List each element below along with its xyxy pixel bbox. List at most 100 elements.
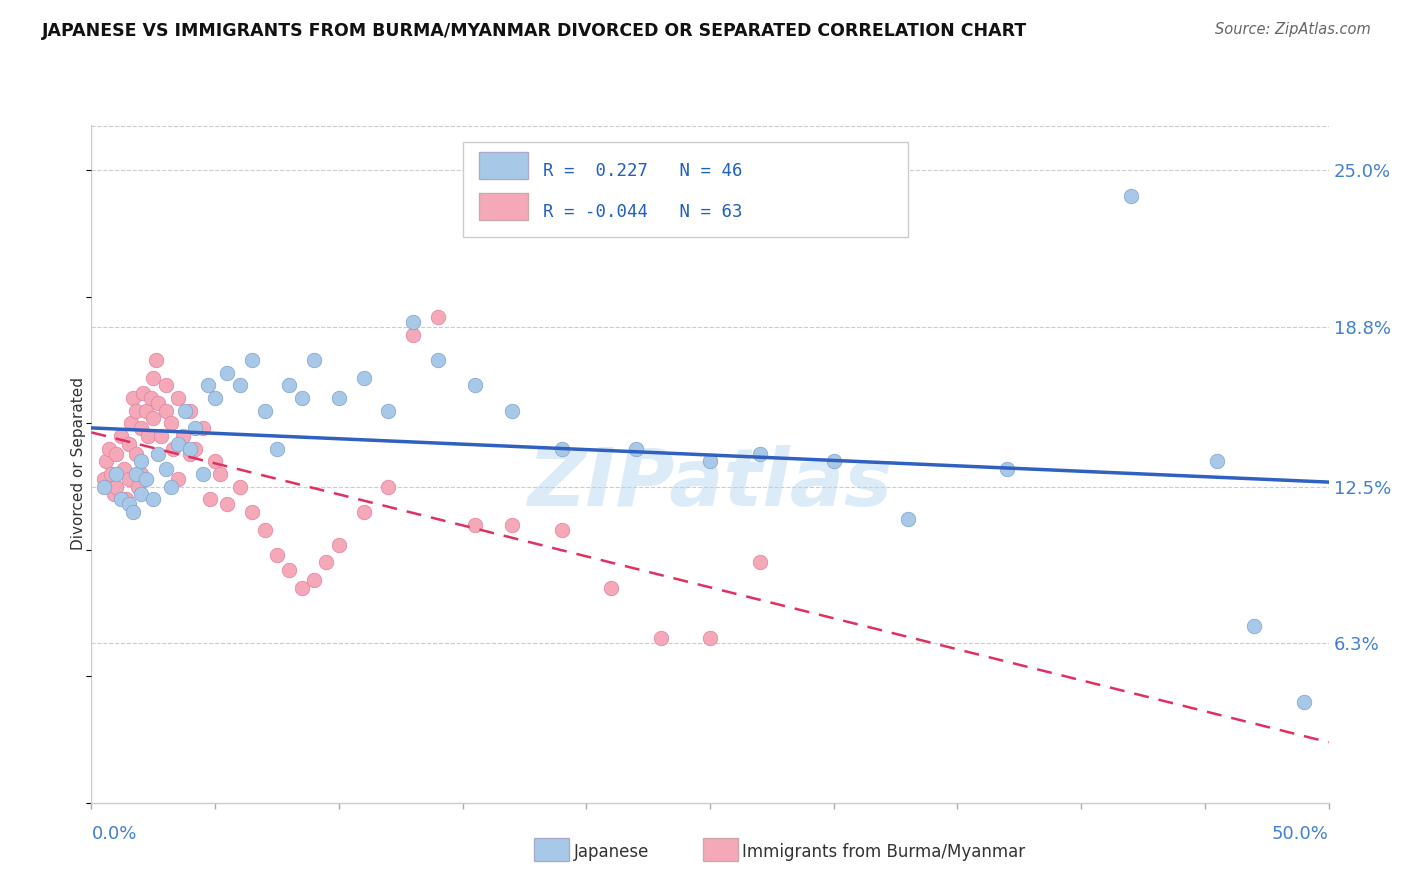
Point [291, 391, 314, 405]
Bar [478, 193, 529, 219]
Point [117, 497, 139, 511]
Point [377, 480, 399, 494]
Point [184, 421, 207, 435]
Point [129, 467, 152, 481]
Point [600, 581, 623, 595]
Point [105, 480, 128, 494]
Point [353, 505, 375, 519]
Point [148, 447, 170, 461]
Point [142, 492, 165, 507]
Point [129, 421, 152, 435]
Point [240, 353, 263, 368]
Point [550, 523, 572, 537]
Text: R = -0.044   N = 63: R = -0.044 N = 63 [543, 202, 742, 221]
Point [149, 429, 172, 443]
Point [155, 403, 177, 417]
Point [110, 492, 132, 507]
Point [129, 487, 152, 501]
Point [328, 391, 350, 405]
Point [426, 353, 449, 368]
Point [291, 581, 314, 595]
Point [115, 492, 138, 507]
Point [105, 447, 128, 461]
Point [142, 371, 165, 385]
Point [315, 556, 337, 570]
Point [125, 403, 148, 417]
Point [402, 327, 425, 342]
Point [122, 391, 145, 405]
Point [136, 429, 159, 443]
Point [464, 517, 486, 532]
Point [253, 523, 276, 537]
Point [148, 396, 170, 410]
Point [105, 467, 128, 481]
Point [191, 421, 214, 435]
Point [823, 454, 845, 468]
Point [174, 403, 197, 417]
Point [167, 391, 190, 405]
Point [748, 556, 770, 570]
Point [1292, 695, 1315, 709]
Point [650, 632, 672, 646]
Point [266, 548, 288, 562]
Point [501, 403, 523, 417]
Point [353, 371, 375, 385]
Point [748, 447, 770, 461]
Point [995, 462, 1018, 476]
Point [501, 517, 523, 532]
Point [624, 442, 647, 456]
Text: Source: ZipAtlas.com: Source: ZipAtlas.com [1215, 22, 1371, 37]
Point [97, 442, 120, 456]
Text: 0.0%: 0.0% [91, 825, 136, 843]
Point [197, 378, 219, 392]
Point [229, 480, 252, 494]
Point [253, 403, 276, 417]
Point [229, 378, 252, 392]
FancyBboxPatch shape [463, 142, 908, 236]
Point [278, 563, 301, 577]
Point [328, 538, 350, 552]
Y-axis label: Divorced or Separated: Divorced or Separated [70, 377, 86, 550]
Point [179, 447, 201, 461]
Point [209, 467, 232, 481]
Point [129, 454, 152, 468]
Point [278, 378, 301, 392]
Point [167, 436, 190, 450]
Point [100, 467, 122, 481]
Point [699, 632, 721, 646]
Point [117, 436, 139, 450]
Point [117, 472, 139, 486]
Point [145, 353, 167, 368]
Point [266, 442, 288, 456]
Point [159, 417, 181, 431]
Point [204, 454, 226, 468]
Point [112, 462, 135, 476]
Point [125, 447, 148, 461]
Point [93, 480, 115, 494]
Point [184, 442, 207, 456]
Point [402, 315, 425, 329]
Point [93, 472, 115, 486]
Point [897, 512, 920, 526]
Point [142, 411, 165, 425]
Point [204, 391, 226, 405]
Point [240, 505, 263, 519]
Point [699, 454, 721, 468]
Point [464, 378, 486, 392]
Point [1243, 618, 1265, 632]
Point [1206, 454, 1229, 468]
Point [198, 492, 221, 507]
Text: ZIPatlas: ZIPatlas [527, 445, 893, 524]
Text: R =  0.227   N = 46: R = 0.227 N = 46 [543, 162, 742, 180]
Point [122, 505, 145, 519]
Point [155, 462, 177, 476]
Point [179, 442, 201, 456]
Point [162, 442, 184, 456]
Text: Japanese: Japanese [574, 843, 650, 861]
Bar [478, 152, 529, 179]
Point [217, 366, 239, 380]
Point [191, 467, 214, 481]
Point [1119, 188, 1142, 202]
Point [159, 480, 181, 494]
Point [302, 353, 325, 368]
